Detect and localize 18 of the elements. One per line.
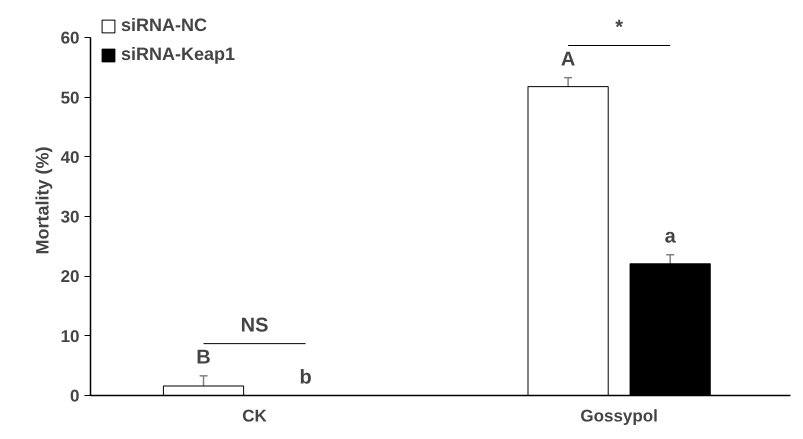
y-tick-label: 20 (60, 267, 80, 286)
legend-label: siRNA-Keap1 (121, 44, 236, 65)
data-label: b (299, 366, 312, 388)
y-axis-title: Mortality (%) (32, 146, 53, 254)
y-tick-label: 50 (60, 88, 80, 108)
annotation: * (615, 16, 624, 38)
y-tick-label: 10 (60, 326, 80, 346)
y-tick-label: 40 (60, 148, 80, 167)
data-label: B (196, 346, 211, 369)
data-label: A (560, 48, 576, 70)
x-tick-label: CK (242, 406, 268, 426)
y-tick-label: 0 (70, 386, 80, 406)
legend-label: siRNA-NC (121, 15, 208, 36)
annotation: NS (240, 314, 268, 336)
x-tick-label: Gossypol (580, 406, 658, 426)
y-tick-label: 30 (60, 208, 80, 227)
data-label: a (664, 226, 677, 248)
y-tick-label: 60 (60, 28, 80, 48)
